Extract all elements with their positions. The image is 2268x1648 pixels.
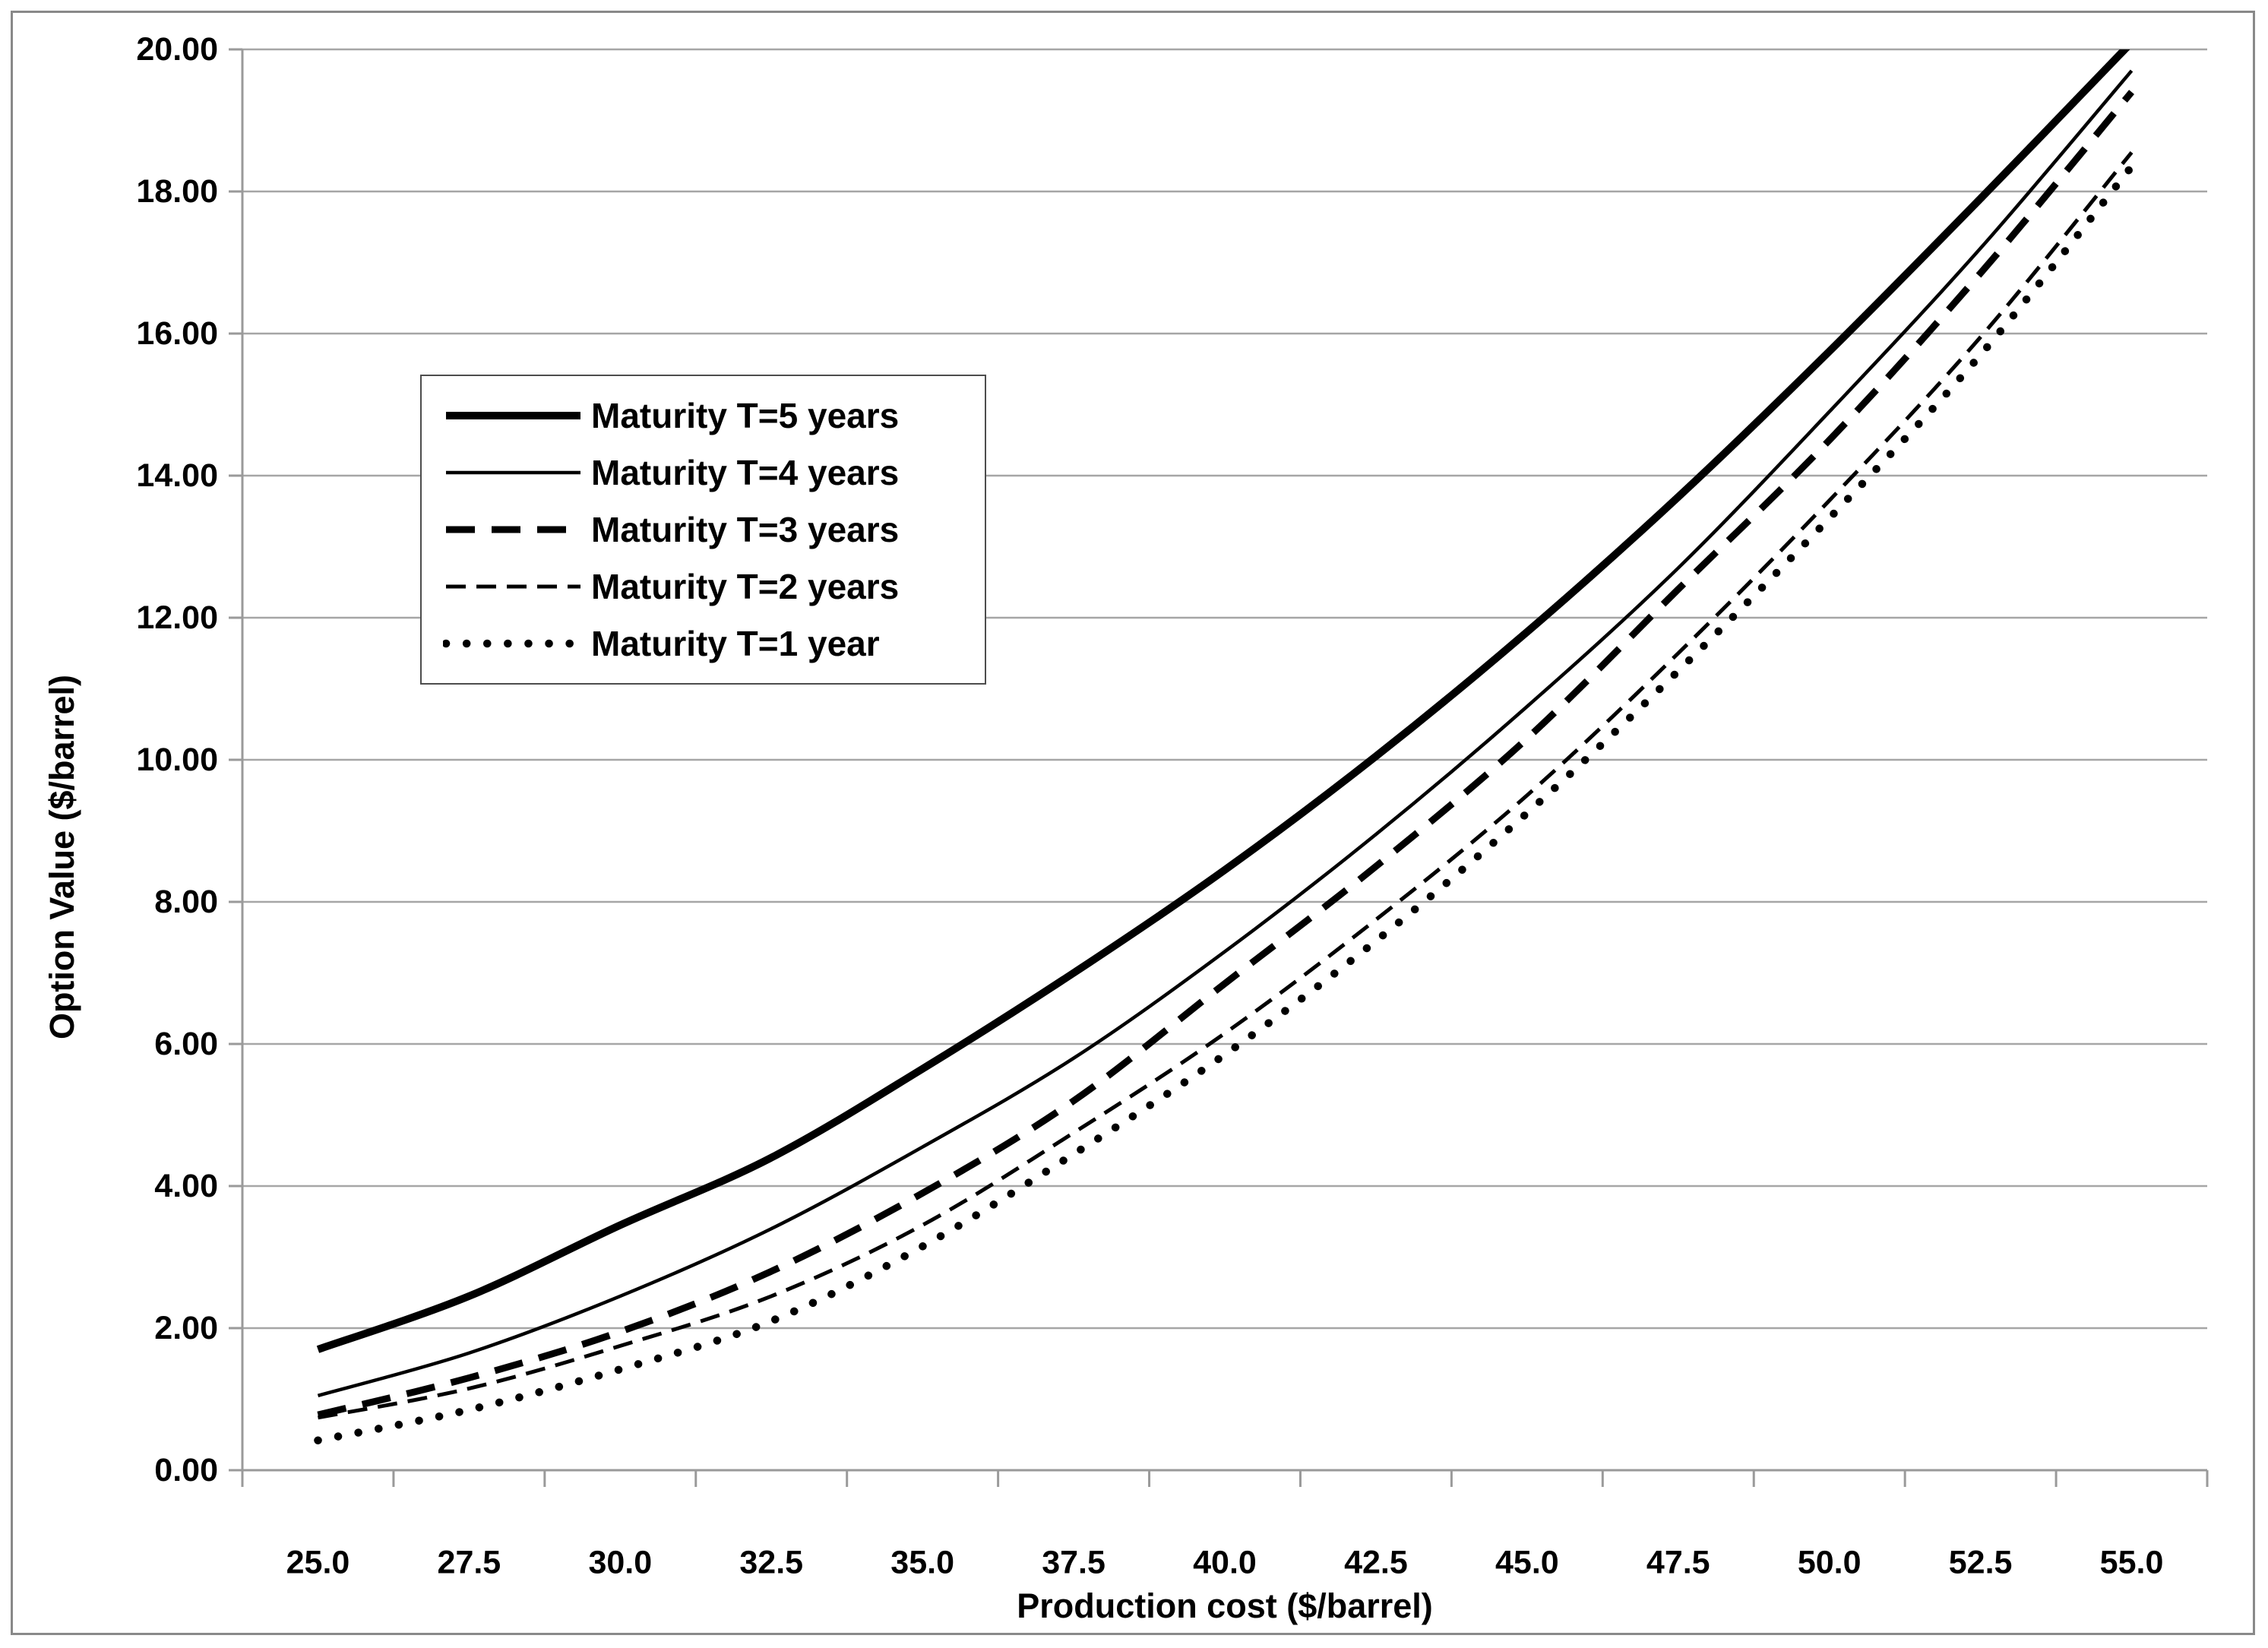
y-tick-label: 14.00	[136, 457, 218, 494]
legend-line-sample-icon	[443, 640, 584, 648]
x-tick-label: 50.0	[1798, 1544, 1862, 1580]
y-tick-label: 20.00	[136, 31, 218, 68]
series-line-maturity-t-3-years	[317, 90, 2134, 1419]
y-tick-label: 18.00	[136, 173, 218, 210]
legend-label: Maturity T=2 years	[591, 567, 900, 607]
legend-line-sample-icon	[446, 584, 580, 589]
x-tick-label: 40.0	[1193, 1544, 1257, 1580]
figure-border	[11, 11, 2255, 1635]
y-tick-label: 4.00	[154, 1168, 218, 1204]
legend-item: Maturity T=2 years	[443, 562, 985, 611]
legend-item: Maturity T=3 years	[443, 505, 985, 554]
x-tick-label: 25.0	[286, 1544, 350, 1580]
x-tick-label: 55.0	[2100, 1544, 2164, 1580]
legend-label: Maturity T=1 year	[591, 624, 880, 664]
legend-line-sample-icon	[446, 411, 580, 419]
legend-label: Maturity T=4 years	[591, 452, 900, 492]
legend-line-sample-icon	[446, 526, 580, 533]
y-tick-label: 2.00	[154, 1310, 218, 1346]
series-line-maturity-t-1-year	[314, 163, 2136, 1444]
legend-item: Maturity T=5 years	[443, 391, 985, 440]
legend-label: Maturity T=3 years	[591, 509, 900, 549]
y-tick-label: 10.00	[136, 742, 218, 778]
legend-label: Maturity T=5 years	[591, 395, 900, 435]
y-tick-label: 12.00	[136, 599, 218, 636]
x-tick-label: 45.0	[1495, 1544, 1559, 1580]
x-tick-label: 37.5	[1042, 1544, 1106, 1580]
x-tick-label: 30.0	[588, 1544, 652, 1580]
x-tick-label: 27.5	[438, 1544, 501, 1580]
series-line-maturity-t-2-years	[317, 150, 2134, 1420]
y-tick-label: 16.00	[136, 315, 218, 352]
x-tick-label: 35.0	[890, 1544, 954, 1580]
legend-line-sample-icon	[446, 470, 580, 475]
x-axis-title: Production cost ($/barrel)	[1017, 1586, 1433, 1625]
legend-item: Maturity T=4 years	[443, 448, 985, 497]
x-tick-label: 47.5	[1646, 1544, 1710, 1580]
legend-box: Maturity T=5 years Maturity T=4 years Matu…	[420, 375, 986, 685]
x-tick-label: 32.5	[739, 1544, 803, 1580]
y-tick-label: 8.00	[154, 884, 218, 920]
x-tick-label: 42.5	[1344, 1544, 1408, 1580]
y-tick-label: 6.00	[154, 1026, 218, 1062]
legend-item: Maturity T=1 year	[443, 619, 985, 668]
x-tick-label: 52.5	[1949, 1544, 2013, 1580]
series-line-maturity-t-4-years	[317, 69, 2134, 1397]
y-axis-title: Option Value ($/barrel)	[43, 674, 81, 1040]
y-tick-label: 0.00	[154, 1452, 218, 1488]
series-line-maturity-t-5-years	[316, 49, 2130, 1353]
